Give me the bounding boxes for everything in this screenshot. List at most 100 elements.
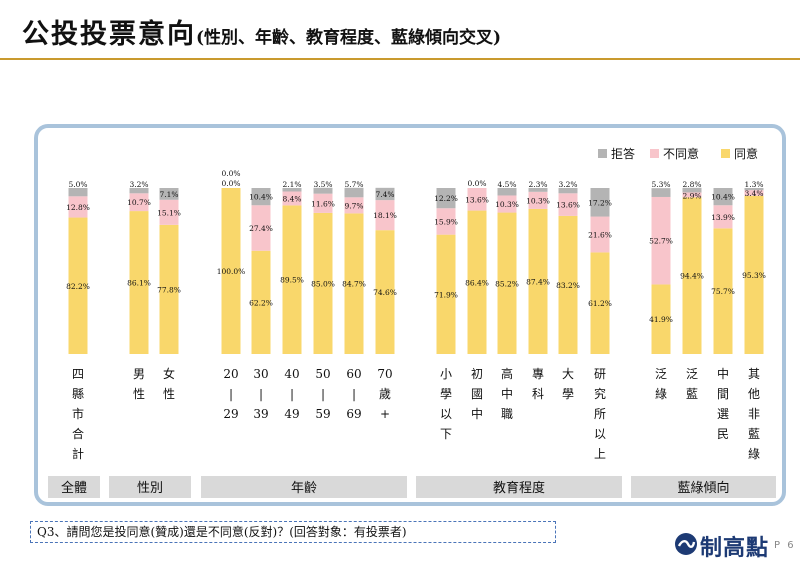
bar-disagree — [682, 192, 702, 198]
data-label-refuse: 4.5% — [497, 180, 516, 189]
data-label-agree: 71.9% — [434, 290, 458, 299]
group-box — [631, 476, 776, 498]
data-label-disagree: 13.6% — [465, 195, 489, 204]
data-label-agree: 84.7% — [342, 280, 366, 289]
data-label-disagree: 10.3% — [526, 196, 550, 205]
data-label-refuse: 3.2% — [558, 180, 577, 189]
data-label-agree: 41.9% — [649, 315, 673, 324]
group-label: 全體 — [61, 480, 87, 496]
category-label-char: 所 — [594, 407, 606, 421]
data-label-agree: 61.2% — [588, 299, 612, 308]
group-box — [109, 476, 191, 498]
data-label-refuse: 2.3% — [528, 180, 547, 189]
category-label-char: 他 — [748, 387, 760, 401]
bar-refuse — [558, 188, 578, 194]
category-label-char: + — [380, 407, 390, 421]
bar-agree — [682, 197, 702, 354]
bar-agree — [129, 211, 149, 354]
category-label-char: 職 — [501, 407, 513, 421]
bar-disagree — [344, 197, 364, 214]
data-label-disagree: 18.1% — [373, 211, 397, 220]
data-label-disagree: 3.4% — [744, 189, 763, 198]
title-rule — [0, 58, 800, 60]
data-label-agree: 82.2% — [66, 282, 90, 291]
category-label-char: 初 — [471, 367, 483, 381]
legend-swatch-disagree — [650, 149, 659, 158]
bar-refuse — [282, 188, 302, 192]
category-label-char: 專 — [532, 367, 544, 381]
data-label-disagree: 12.8% — [66, 203, 90, 212]
category-label-char: | — [290, 387, 294, 401]
data-label-disagree: 21.6% — [588, 230, 612, 239]
data-label-agree: 83.2% — [556, 281, 580, 290]
category-label-char: 市 — [72, 406, 84, 421]
bar-disagree — [528, 191, 548, 209]
data-label-disagree: 15.1% — [157, 208, 181, 217]
page-title: 公投投票意向(性別、年齡、教育程度、藍綠傾向交叉) — [22, 12, 501, 51]
bar-agree — [528, 208, 548, 354]
category-label-char: 科 — [532, 387, 544, 401]
category-label-char: 39 — [253, 407, 268, 421]
category-label-char: 研 — [594, 367, 606, 381]
data-label-agree: 100.0% — [217, 267, 246, 276]
category-label-char: 性 — [163, 387, 175, 401]
category-label-char: | — [352, 387, 356, 401]
data-label-disagree: 13.9% — [711, 213, 735, 222]
legend-swatch-agree — [721, 149, 730, 158]
data-label-refuse: 7.4% — [375, 190, 394, 199]
category-label-char: 民 — [717, 427, 729, 441]
category-label-char: 男 — [133, 367, 145, 381]
bar-agree — [744, 195, 764, 354]
data-label-refuse: 5.0% — [68, 180, 87, 189]
brand-logo: 制高點 — [674, 528, 770, 561]
category-label-char: 30 — [253, 367, 268, 381]
category-label-char: 60 — [346, 367, 361, 381]
bar-refuse — [375, 187, 395, 201]
category-label-char: 藍 — [686, 387, 698, 401]
bar-refuse — [744, 188, 764, 191]
category-label-char: 以 — [440, 407, 452, 421]
bar-refuse — [590, 188, 610, 217]
bar-refuse — [713, 188, 733, 206]
bar-disagree — [282, 191, 302, 206]
data-label-disagree: 11.6% — [311, 199, 335, 208]
bar-agree — [375, 230, 395, 354]
bar-agree — [313, 212, 333, 354]
bar-agree — [436, 234, 456, 354]
category-label-char: 泛 — [655, 367, 667, 381]
data-label-agree: 75.7% — [711, 287, 735, 296]
data-label-agree: 87.4% — [526, 277, 550, 286]
category-label-char: 選 — [717, 407, 729, 421]
category-label-char: 綠 — [748, 447, 760, 461]
bar-disagree — [590, 216, 610, 253]
category-label-char: 49 — [284, 407, 299, 421]
page-header: 公投投票意向(性別、年齡、教育程度、藍綠傾向交叉) — [0, 0, 800, 62]
survey-question: Q3、請問您是投同意(贊成)還是不同意(反對)？(回答對象：有投票者) — [30, 521, 556, 543]
data-label-disagree: 9.7% — [344, 201, 363, 210]
bar-disagree — [129, 193, 149, 212]
data-label-refuse: 5.7% — [344, 180, 363, 189]
data-label-disagree: 15.9% — [434, 217, 458, 226]
group-box — [201, 476, 407, 498]
data-label-agree: 86.4% — [465, 278, 489, 287]
bar-agree — [344, 213, 364, 354]
category-label-char: 20 — [223, 367, 238, 381]
bar-agree — [497, 212, 517, 354]
data-label-refuse: 3.2% — [129, 180, 148, 189]
data-label-disagree: 27.4% — [249, 224, 273, 233]
group-box — [416, 476, 622, 498]
bar-disagree — [558, 193, 578, 216]
category-label-char: 性 — [133, 387, 145, 401]
category-label-char: 計 — [72, 446, 84, 461]
wave-logo-icon — [675, 533, 697, 555]
bar-refuse — [497, 188, 517, 196]
category-label-char: 縣 — [72, 387, 84, 401]
data-label-refuse: 3.5% — [313, 180, 332, 189]
data-label-refuse: 0.0% — [467, 179, 486, 188]
category-label-char: 高 — [501, 366, 513, 381]
group-label: 性別 — [137, 481, 163, 496]
data-label-refuse: 10.4% — [711, 193, 735, 202]
bar-disagree — [68, 196, 88, 218]
bar-disagree — [313, 193, 333, 213]
